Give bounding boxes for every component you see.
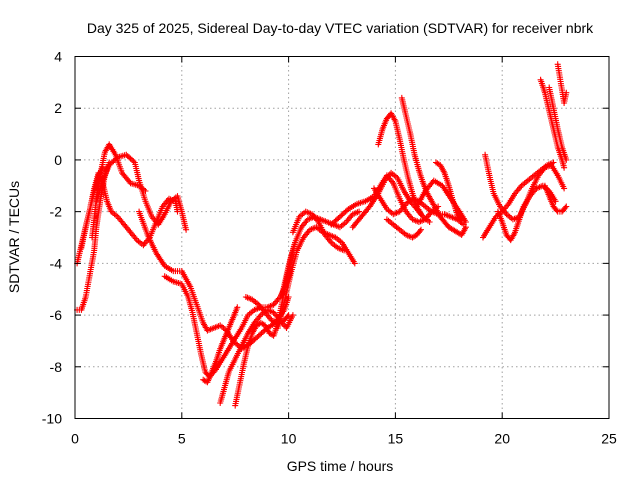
y-tick-label: -2 bbox=[50, 204, 63, 220]
x-tick-label: 25 bbox=[601, 431, 617, 447]
grid bbox=[75, 56, 609, 419]
series-track-21 bbox=[433, 159, 465, 225]
data-point-markers bbox=[433, 159, 465, 225]
x-tick-label: 0 bbox=[71, 431, 79, 447]
series-track-5 bbox=[78, 164, 106, 251]
series-track-22 bbox=[383, 216, 424, 241]
x-tick-label: 20 bbox=[494, 431, 510, 447]
data-point-markers bbox=[279, 208, 363, 298]
data-point-markers bbox=[480, 159, 557, 241]
data-point-markers bbox=[546, 84, 570, 163]
y-tick-label: -10 bbox=[42, 411, 62, 427]
series-track-9 bbox=[217, 306, 296, 406]
data-point-markers bbox=[74, 159, 113, 313]
x-tick-label: 10 bbox=[281, 431, 297, 447]
data-point-markers bbox=[554, 61, 570, 106]
x-axis-label: GPS time / hours bbox=[287, 458, 394, 474]
series-track-27 bbox=[554, 61, 570, 106]
series-points bbox=[74, 61, 570, 409]
series-track-29 bbox=[541, 182, 570, 215]
y-tick-label: -4 bbox=[50, 255, 63, 271]
series-track-4 bbox=[74, 159, 113, 313]
data-point-markers bbox=[383, 216, 424, 241]
y-tick-label: -6 bbox=[50, 307, 63, 323]
chart-title: Day 325 of 2025, Sidereal Day-to-day VTE… bbox=[87, 20, 594, 36]
series-track-13 bbox=[279, 208, 363, 298]
series-track-26 bbox=[537, 76, 568, 171]
y-tick-label: 2 bbox=[54, 100, 62, 116]
data-point-markers bbox=[274, 224, 358, 331]
series-track-28 bbox=[546, 84, 570, 163]
data-point-markers bbox=[541, 182, 570, 215]
plot-frame bbox=[74, 56, 610, 419]
x-tick-label: 5 bbox=[178, 431, 186, 447]
series-track-24 bbox=[480, 159, 557, 241]
series-track-14 bbox=[289, 208, 348, 254]
y-axis-label: SDTVAR / TECUs bbox=[6, 181, 22, 293]
data-point-markers bbox=[78, 164, 106, 251]
data-point-markers bbox=[217, 306, 296, 406]
x-ticks: 0 5 10 15 20 25 bbox=[71, 56, 617, 447]
data-point-markers bbox=[289, 208, 348, 254]
data-point-markers bbox=[200, 304, 241, 386]
y-ticks: -10 -8 -6 -4 -2 0 2 4 bbox=[42, 49, 609, 427]
data-point-markers bbox=[537, 76, 568, 171]
y-tick-label: 4 bbox=[54, 49, 62, 65]
series-track-12 bbox=[274, 224, 358, 331]
y-tick-label: -8 bbox=[50, 359, 63, 375]
y-tick-label: 0 bbox=[54, 152, 62, 168]
x-tick-label: 15 bbox=[388, 431, 404, 447]
series-track-8 bbox=[200, 304, 241, 386]
